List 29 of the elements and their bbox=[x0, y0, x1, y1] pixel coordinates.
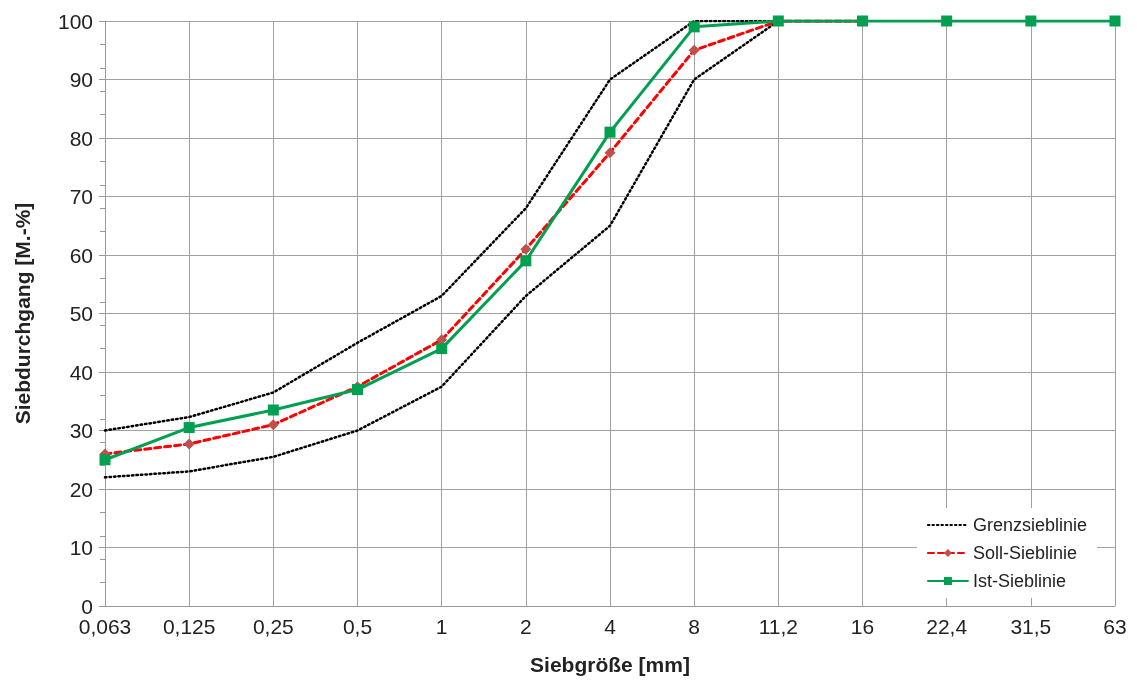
y-tick-label: 80 bbox=[69, 126, 93, 150]
x-tick-label: 31,5 bbox=[1010, 615, 1052, 638]
x-tick-label: 0,25 bbox=[252, 615, 294, 638]
y-tick-label: 40 bbox=[69, 360, 93, 384]
legend-label: Grenzsieblinie bbox=[972, 515, 1088, 535]
y-tick-label: 10 bbox=[69, 536, 93, 559]
x-tick-label: 0,063 bbox=[78, 615, 132, 638]
x-tick-label: 4 bbox=[604, 615, 617, 638]
legend-label: Soll-Sieblinie bbox=[972, 543, 1078, 563]
y-tick-label: 20 bbox=[69, 477, 93, 501]
y-tick-label: 100 bbox=[57, 9, 93, 33]
x-tick-label: 0,5 bbox=[342, 615, 373, 638]
x-tick-label: 22,4 bbox=[926, 615, 968, 638]
y-tick-label: 90 bbox=[69, 68, 93, 91]
y-axis-title: Siebdurchgang [M.-%] bbox=[11, 202, 34, 425]
x-tick-label: 11,2 bbox=[758, 615, 798, 638]
y-tick-label: 60 bbox=[69, 243, 93, 267]
x-tick-label: 2 bbox=[519, 615, 532, 638]
x-tick-label: 63 bbox=[1103, 615, 1127, 638]
x-tick-label: 1 bbox=[435, 615, 448, 638]
x-tick-label: 16 bbox=[850, 615, 875, 638]
x-axis-title: Siebgröße [mm] bbox=[530, 653, 690, 676]
y-tick-label: 50 bbox=[69, 302, 93, 325]
x-tick-label: 8 bbox=[688, 615, 701, 638]
x-tick-label: 0,125 bbox=[162, 615, 216, 638]
y-tick-label: 30 bbox=[69, 419, 93, 442]
y-tick-label: 0 bbox=[81, 594, 93, 618]
y-tick-label: 70 bbox=[69, 185, 93, 208]
legend-label: Ist-Sieblinie bbox=[972, 571, 1066, 591]
